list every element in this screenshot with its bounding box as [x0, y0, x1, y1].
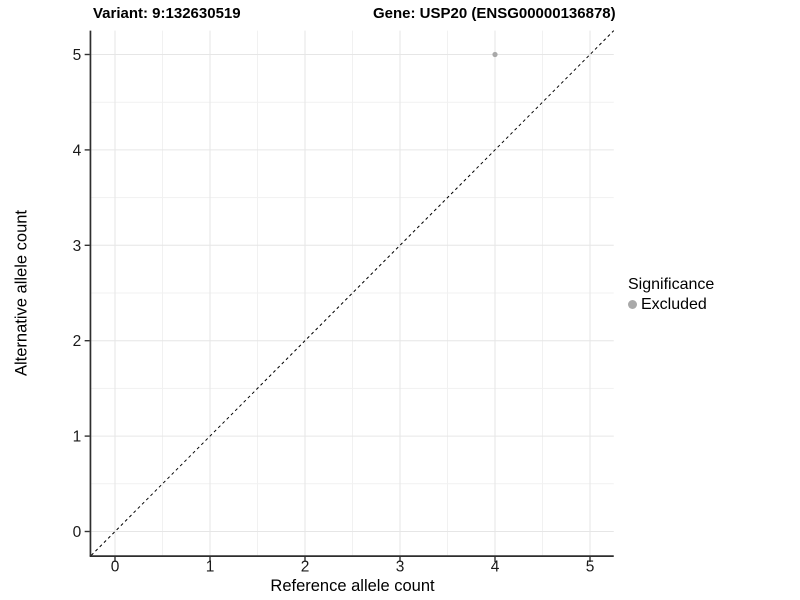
- legend: Significance Excluded: [628, 276, 714, 313]
- plot-title-variant: Variant: 9:132630519: [93, 5, 241, 22]
- x-tick-label: 0: [111, 559, 120, 576]
- plot-title-gene: Gene: USP20 (ENSG00000136878): [373, 5, 616, 22]
- y-tick-label: 0: [73, 524, 82, 541]
- gridlines-major: [91, 30, 614, 556]
- excluded-point-icon: [628, 300, 637, 309]
- gridlines-minor: [91, 30, 614, 556]
- legend-title: Significance: [628, 276, 715, 293]
- y-tick-label: 1: [73, 429, 82, 446]
- data-point: [492, 51, 498, 58]
- legend-item-label: Excluded: [641, 296, 707, 313]
- x-tick-label: 3: [396, 559, 405, 576]
- x-tick-label: 1: [206, 559, 215, 576]
- y-tick-label: 3: [73, 238, 82, 255]
- x-tick-label: 5: [586, 559, 595, 576]
- x-axis-title: Reference allele count: [270, 577, 435, 595]
- x-tick-label: 2: [301, 559, 310, 576]
- axis-ticks: [84, 53, 591, 562]
- y-tick-label: 5: [73, 47, 82, 64]
- legend-item-excluded: Excluded: [628, 296, 714, 313]
- data-points: [492, 51, 498, 58]
- y-axis-title-text: Alternative allele count: [12, 209, 31, 377]
- x-tick-label: 4: [491, 559, 500, 576]
- y-tick-label: 2: [73, 333, 82, 350]
- y-tick-label: 4: [73, 142, 82, 159]
- tick-labels: 0 1 2 3 4 5 0 1 2 3 4 5: [73, 47, 595, 576]
